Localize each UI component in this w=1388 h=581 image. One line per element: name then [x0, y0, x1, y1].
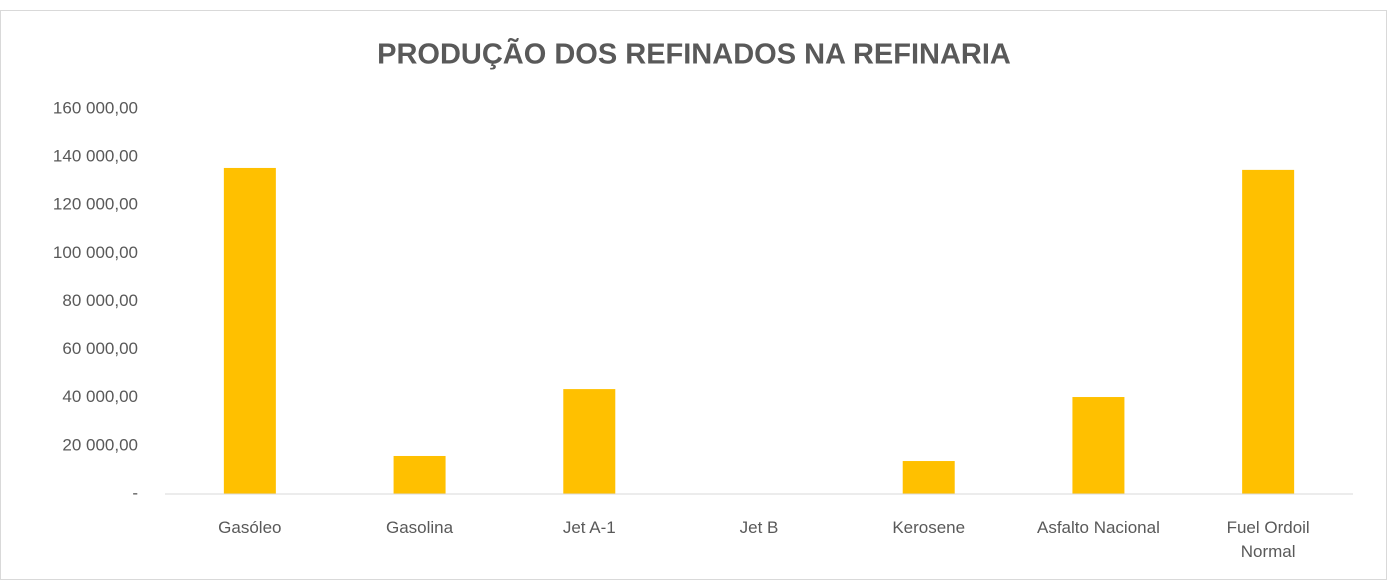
bar — [902, 461, 955, 494]
bar — [563, 389, 616, 494]
x-tick-label: Kerosene — [892, 518, 966, 537]
bar — [393, 455, 446, 494]
y-tick-label: 120 000,00 — [53, 195, 138, 214]
x-tick-label: Gasóleo — [218, 518, 282, 537]
x-tick-label: Jet A-1 — [562, 518, 616, 537]
y-tick-label: 100 000,00 — [53, 243, 138, 262]
bar — [1242, 169, 1295, 495]
x-tick-label: Asfalto Nacional — [1037, 518, 1160, 537]
y-tick-label: 60 000,00 — [62, 339, 138, 358]
x-tick-label: Fuel Ordoil Normal — [1226, 518, 1310, 561]
bar — [223, 167, 276, 494]
x-tick-label: Gasolina — [386, 518, 454, 537]
bar — [1072, 397, 1125, 494]
y-tick-label: 40 000,00 — [62, 387, 138, 406]
y-tick-label: 140 000,00 — [53, 147, 138, 166]
y-tick-label: 20 000,00 — [62, 435, 138, 454]
y-tick-label: 160 000,00 — [53, 98, 138, 117]
y-tick-label: - — [132, 483, 138, 502]
chart-title: PRODUÇÃO DOS REFINADOS NA REFINARIA — [377, 37, 1011, 71]
y-tick-label: 80 000,00 — [62, 291, 138, 310]
x-tick-label: Jet B — [739, 518, 779, 537]
